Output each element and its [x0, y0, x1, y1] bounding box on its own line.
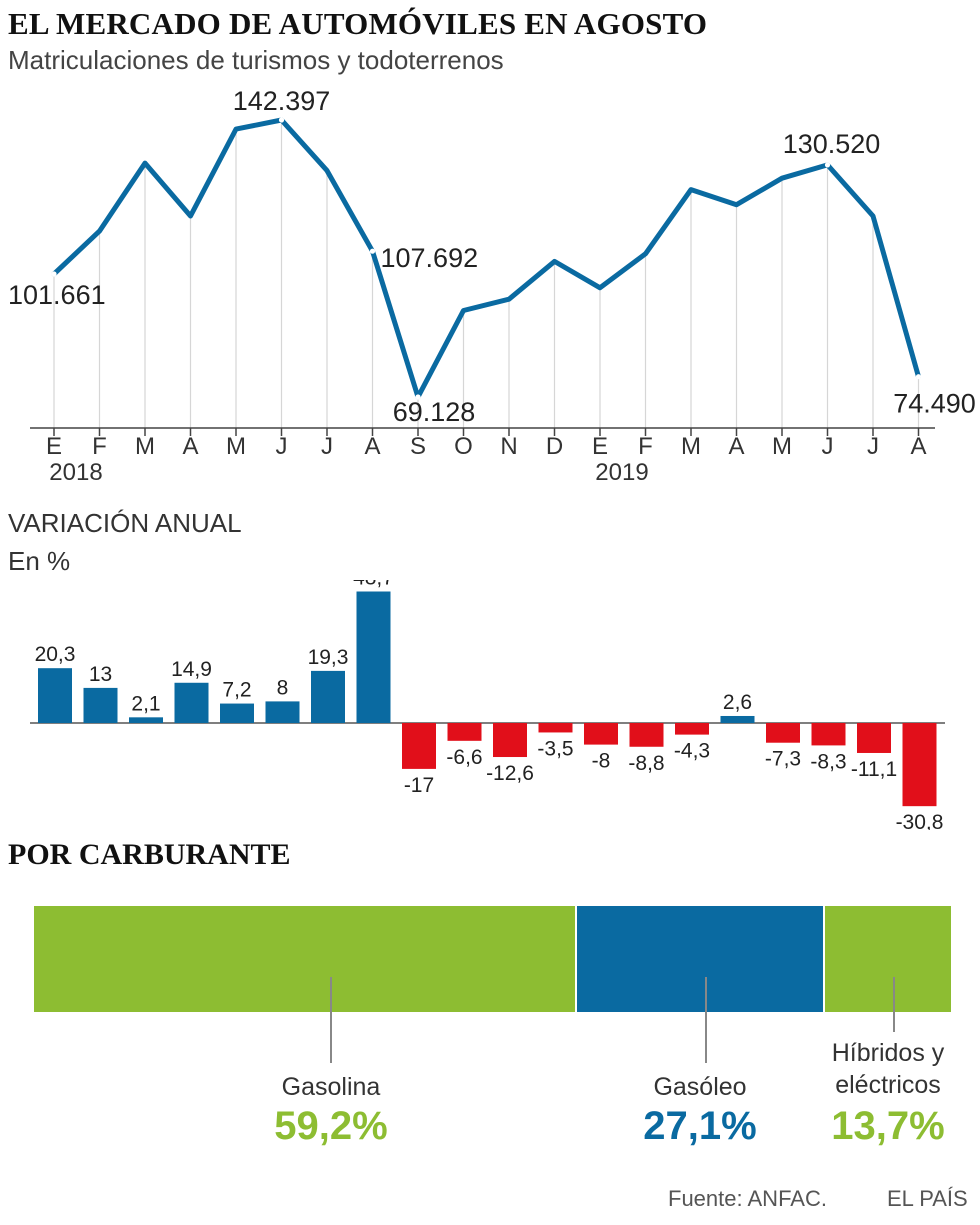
year-label: 2019	[595, 459, 648, 486]
x-tick-label: J	[321, 433, 333, 460]
x-tick-label: S	[410, 433, 426, 460]
x-tick-label: E	[592, 433, 608, 460]
data-point	[415, 394, 421, 400]
data-point	[51, 271, 57, 277]
bar	[902, 723, 937, 807]
x-tick-label: F	[638, 433, 653, 460]
x-tick-label: M	[772, 433, 792, 460]
hibridos-leader	[893, 977, 895, 1032]
bar	[311, 670, 345, 723]
data-label: 142.397	[233, 86, 331, 116]
data-label: 130.520	[783, 129, 881, 159]
variation-title: VARIACIÓN ANUAL	[8, 508, 242, 538]
bar-value-label: 13	[89, 663, 112, 686]
x-tick-label: A	[364, 433, 380, 460]
bar-value-label: -8,8	[628, 752, 664, 775]
data-label: 74.490	[893, 389, 976, 419]
bar	[220, 703, 254, 723]
data-label: 101.661	[8, 280, 106, 310]
bar-value-label: 8	[277, 676, 289, 699]
bar	[356, 591, 391, 723]
hibridos-percent: 13,7%	[831, 1104, 945, 1148]
chart-title: EL MERCADO DE AUTOMÓVILES EN AGOSTO	[8, 6, 708, 41]
bar	[766, 723, 800, 743]
x-tick-label: E	[46, 433, 62, 460]
bar-value-label: 48,7	[353, 580, 394, 590]
bar	[584, 723, 618, 745]
gasoleo-leader	[705, 977, 707, 1063]
bar-value-label: 20,3	[35, 643, 76, 666]
source-note: Fuente: ANFAC.	[668, 1186, 827, 1211]
gasolina-leader	[330, 977, 332, 1063]
bar	[129, 717, 163, 723]
x-tick-label: J	[276, 433, 288, 460]
line-series	[51, 117, 921, 400]
gasolina-percent: 59,2%	[274, 1104, 388, 1148]
bar-value-label: 2,1	[131, 692, 160, 715]
bar-chart: 20,3 13 2,1 14,9 7,2 8 19,3 48,7 -17 -6,6-12,6-3,…	[30, 580, 945, 830]
data-point	[278, 117, 285, 123]
bar-value-label: -7,3	[765, 748, 801, 771]
data-point	[824, 162, 831, 168]
gasoleo-label: Gasóleo	[653, 1073, 747, 1101]
bar-value-label: 7,2	[222, 679, 251, 702]
bar-value-label: 14,9	[171, 658, 212, 681]
bar	[265, 701, 300, 723]
data-label: 107.692	[381, 243, 479, 273]
bar	[629, 723, 664, 747]
bar-value-label: -3,5	[537, 737, 573, 760]
bar-value-label: -6,6	[446, 746, 482, 769]
bar	[174, 682, 209, 723]
segment-gasolina	[34, 906, 577, 1012]
bar	[38, 668, 72, 723]
gasolina-label: Gasolina	[281, 1073, 381, 1101]
bar-value-label: -8	[592, 750, 611, 773]
bar	[720, 715, 755, 723]
data-label: 69.128	[393, 397, 476, 427]
fuel-stacked-bar	[34, 906, 951, 1012]
bar	[857, 723, 891, 753]
x-tick-label: J	[867, 433, 879, 460]
bar	[538, 723, 573, 733]
x-tick-label: D	[546, 433, 563, 460]
x-tick-label: M	[681, 433, 701, 460]
year-label: 2018	[49, 459, 102, 486]
x-tick-label: A	[182, 433, 198, 460]
bar-value-label: -8,3	[810, 750, 846, 773]
segment-hibridos	[825, 906, 951, 1012]
bar-value-label: -11,1	[851, 758, 897, 781]
bar-value-label: -12,6	[486, 762, 534, 785]
bar-value-label: -30,8	[896, 811, 944, 830]
chart-subtitle: Matriculaciones de turismos y todoterren…	[8, 45, 504, 75]
brand-logo-text: EL PAÍS	[887, 1186, 968, 1211]
bar-value-label: 19,3	[308, 646, 349, 669]
bar	[402, 723, 436, 769]
bar	[83, 687, 118, 723]
data-point	[915, 374, 922, 380]
bar-value-label: -4,3	[674, 740, 710, 763]
hibridos-label-line1: Híbridos y	[831, 1039, 945, 1067]
line-chart: 101.661 142.397 107.692 69.128 130.520 74.490…	[8, 86, 976, 486]
x-tick-label: A	[910, 433, 926, 460]
bar	[447, 723, 482, 741]
x-tick-label: J	[822, 433, 834, 460]
x-tick-label: A	[728, 433, 744, 460]
x-tick-label: M	[226, 433, 246, 460]
x-tick-label: O	[454, 433, 473, 460]
segment-gasoleo	[576, 906, 826, 1012]
x-tick-label: F	[92, 433, 107, 460]
bar	[493, 723, 527, 758]
x-tick-label: M	[135, 433, 155, 460]
data-point	[369, 248, 376, 254]
bar-value-label: 2,6	[723, 691, 752, 714]
x-tick-label: N	[500, 433, 517, 460]
gasoleo-percent: 27,1%	[643, 1104, 757, 1148]
bar-value-label: -17	[404, 774, 434, 797]
variation-unit: En %	[8, 546, 71, 576]
bar	[675, 723, 709, 735]
fuel-title: POR CARBURANTE	[8, 838, 291, 871]
bar	[811, 723, 846, 746]
hibridos-label-line2: eléctricos	[835, 1071, 941, 1099]
